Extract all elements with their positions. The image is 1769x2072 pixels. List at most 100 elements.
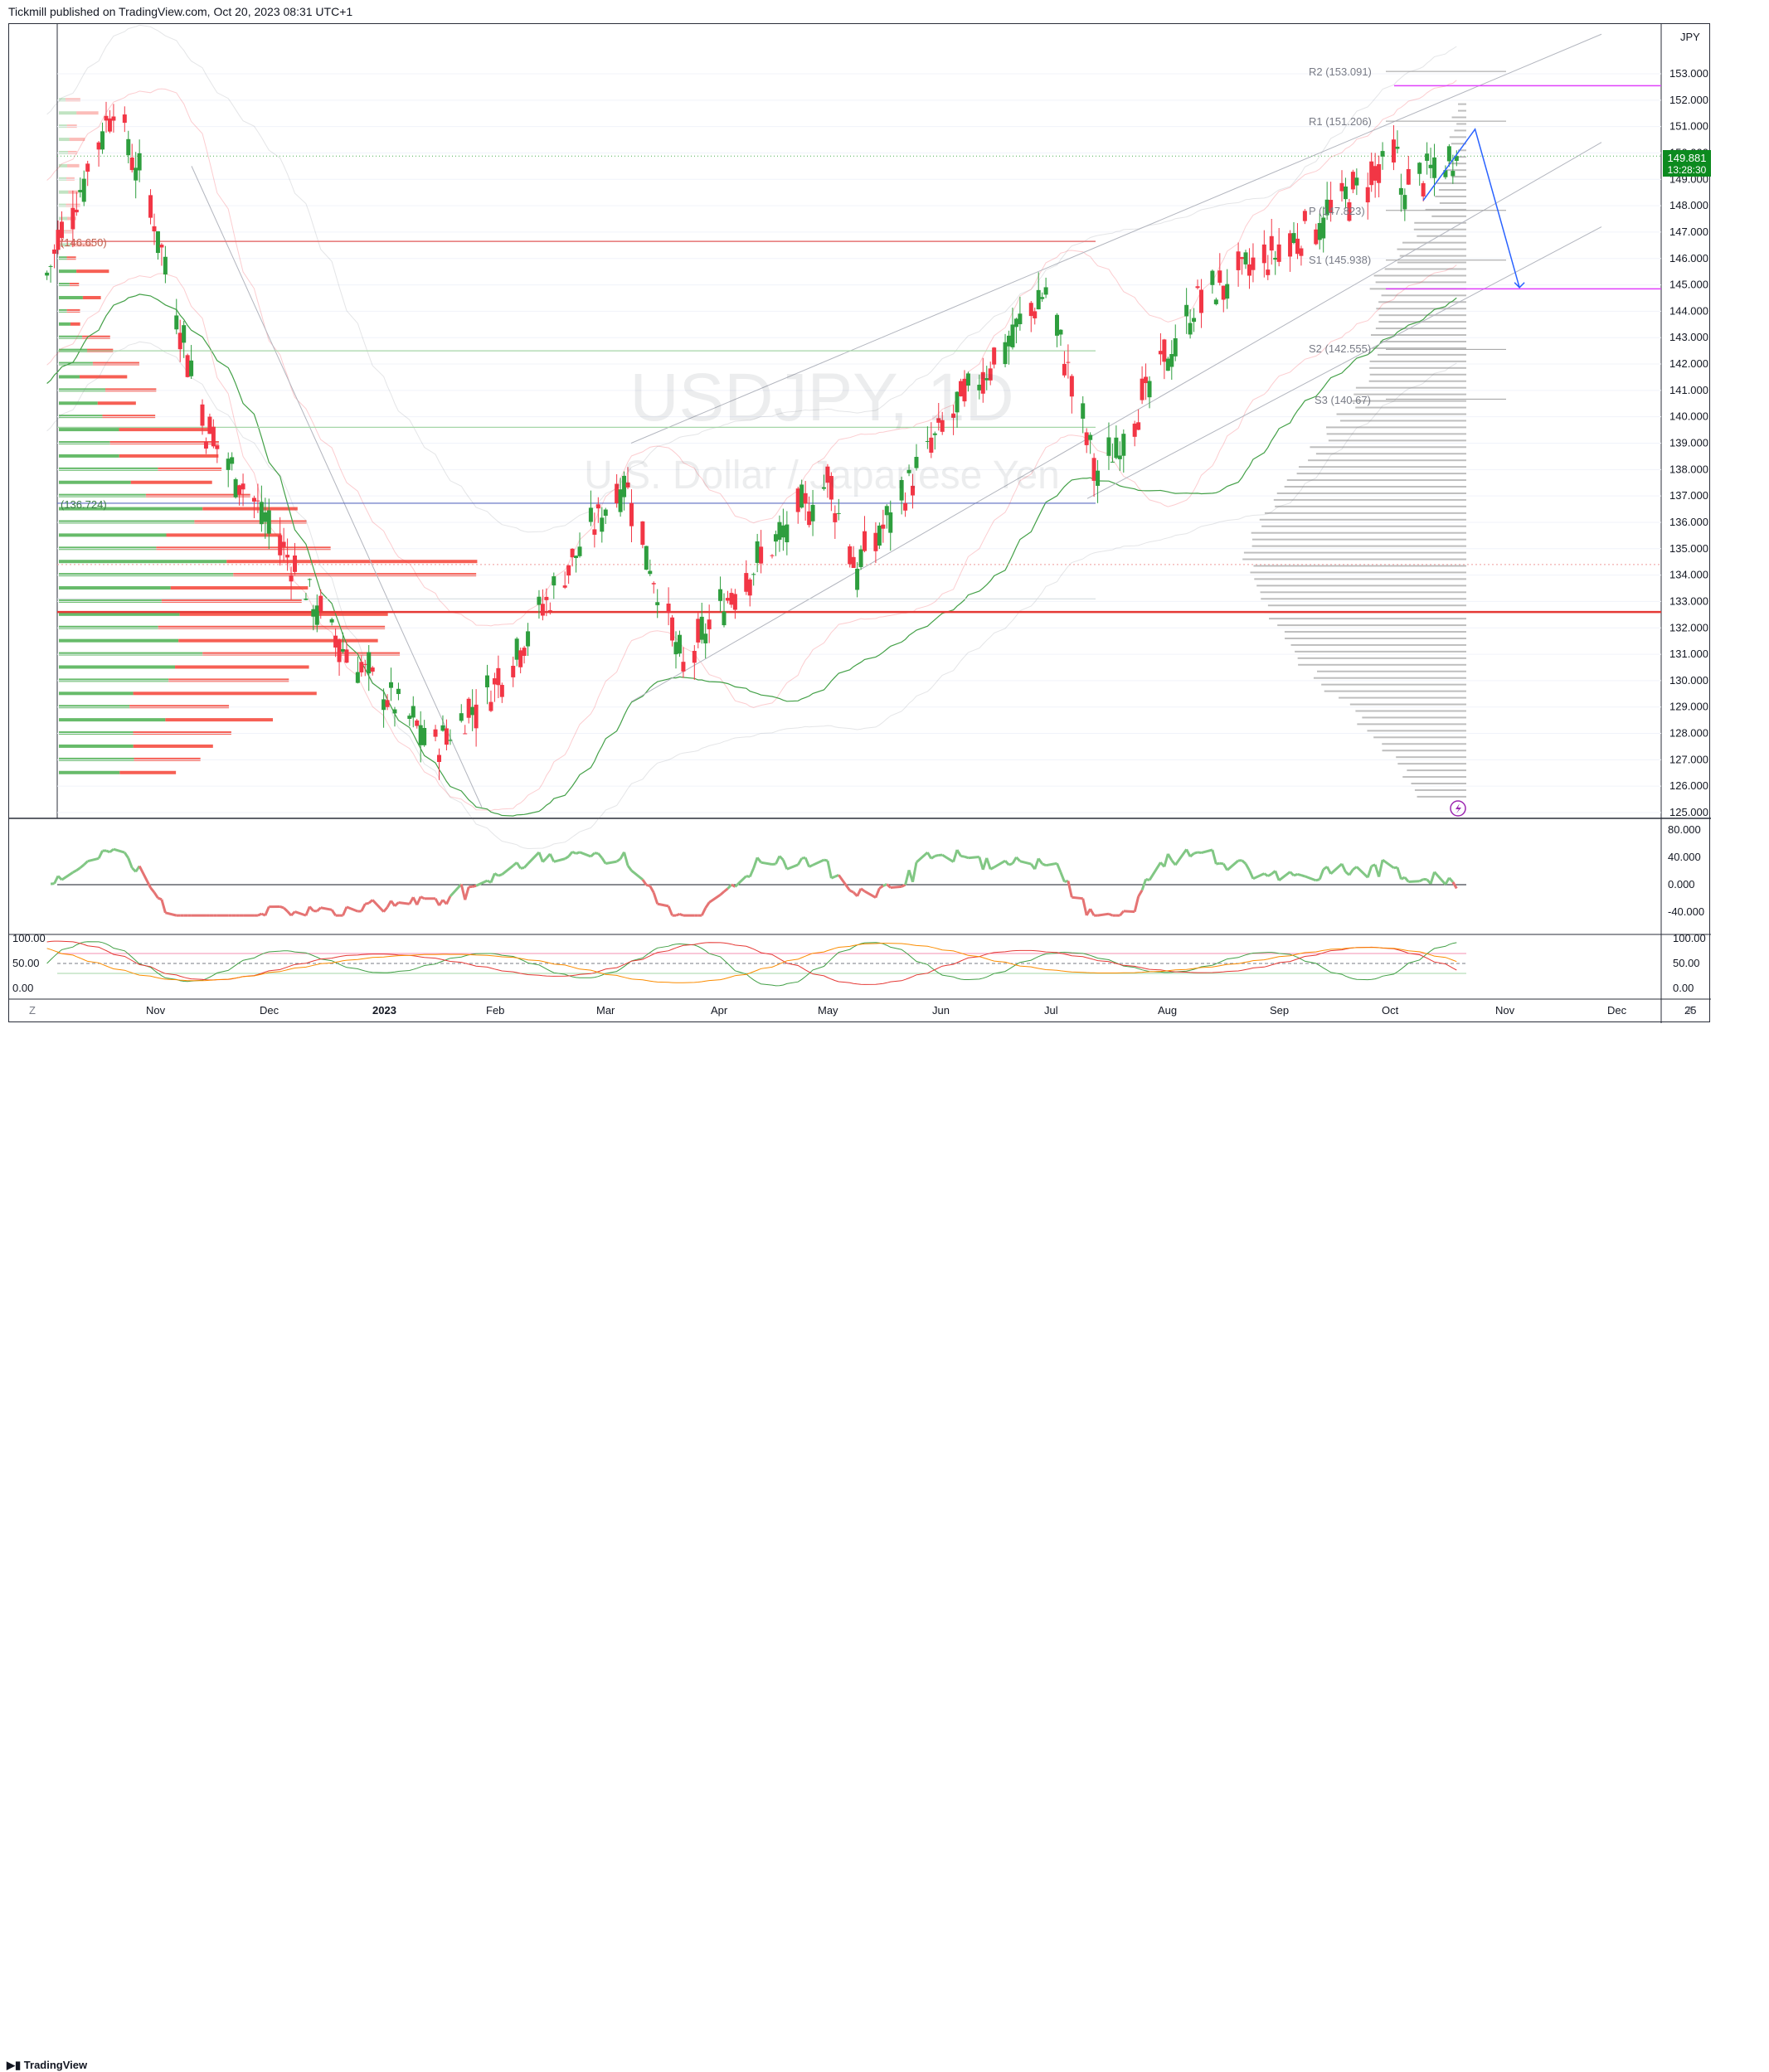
osc1-segment: [1453, 882, 1456, 889]
osc1-segment: [521, 867, 524, 868]
osc1-segment: [1164, 854, 1168, 867]
last-price-value: 149.881: [1668, 152, 1707, 164]
osc1-segment: [1046, 863, 1057, 865]
candle-body: [855, 569, 859, 590]
volume-profile-bar: [1456, 123, 1466, 124]
candle-body: [470, 707, 474, 716]
price-tick-label: 152.000: [1669, 94, 1708, 106]
candle-body: [493, 678, 497, 684]
osc1-segment: [1213, 850, 1216, 864]
candle-body: [488, 702, 493, 711]
candle-body: [123, 114, 127, 123]
volume-profile-bar: [1324, 691, 1466, 692]
osc1-segment: [1342, 864, 1345, 872]
volume-profile-bar-down: [76, 269, 109, 273]
volume-profile-bar-up: [59, 454, 119, 458]
candle-body: [1162, 339, 1166, 362]
candle-body: [1273, 258, 1277, 260]
osc1-segment: [668, 906, 672, 915]
volume-profile-bar: [1260, 519, 1466, 521]
candle-body: [748, 580, 752, 595]
volume-profile-bar: [1285, 631, 1466, 633]
candle-body: [285, 555, 289, 557]
osc1-segment: [1091, 909, 1094, 915]
osc1-segment: [1135, 896, 1138, 911]
candle-body: [1321, 217, 1325, 238]
candle-body: [566, 565, 571, 575]
pivot-r1-label: R1 (151.206): [1309, 115, 1372, 128]
osc1-segment: [151, 888, 154, 893]
osc1-segment: [1072, 897, 1082, 898]
volume-profile-bar: [1396, 756, 1466, 758]
volume-profile-bar-up: [59, 481, 131, 484]
price-tick-label: 151.000: [1669, 120, 1708, 133]
currency-label: JPY: [1680, 31, 1700, 43]
volume-profile-bar: [1450, 136, 1466, 138]
candle-body: [315, 605, 319, 624]
candle-body: [833, 513, 837, 522]
osc1-segment: [517, 862, 520, 868]
volume-profile-bar-up: [59, 217, 67, 221]
candle-body: [437, 755, 441, 761]
osc1-segment: [1420, 879, 1423, 881]
tradingview-logo[interactable]: ▶▮ TradingView: [7, 2059, 87, 2072]
osc1-segment: [1038, 858, 1042, 863]
auto-scale-right-button[interactable]: A: [1686, 1004, 1694, 1017]
osc1-segment: [617, 859, 620, 861]
pivot-p-label: P (147.823): [1309, 205, 1365, 217]
osc1-segment: [420, 897, 424, 899]
candle-body: [1144, 376, 1148, 383]
candle-body: [311, 609, 315, 617]
osc1-segment: [309, 906, 313, 910]
volume-profile-bar: [1298, 658, 1466, 659]
candle-body: [237, 485, 241, 494]
candle-body: [211, 427, 216, 447]
osc1-segment: [124, 852, 128, 858]
price-tick-label: 142.000: [1669, 357, 1708, 370]
auto-scale-left-button[interactable]: Z: [29, 1004, 36, 1017]
candle-body: [341, 649, 345, 652]
osc1-segment: [1408, 881, 1419, 882]
volume-profile-bar: [1274, 499, 1466, 501]
candle-body: [1040, 297, 1044, 298]
osc1-segment: [1353, 866, 1356, 869]
volume-profile-bar-down: [134, 691, 317, 695]
candle-body: [289, 575, 294, 582]
level-146-label: (146.650): [61, 236, 107, 249]
osc1-segment: [1057, 863, 1061, 872]
candle-body: [756, 541, 760, 563]
candle-body: [1166, 359, 1170, 371]
countdown-value: 13:28:30: [1668, 164, 1707, 176]
price-tick-label: 144.000: [1669, 304, 1708, 317]
osc1-tick-label: 0.000: [1668, 878, 1695, 890]
candle-body: [134, 167, 138, 180]
candle-body: [707, 619, 712, 629]
volume-profile-bar: [1397, 249, 1466, 250]
osc1-segment: [1383, 860, 1393, 868]
candle-body: [70, 208, 75, 230]
watermark-symbol: USDJPY, 1D: [629, 360, 1013, 435]
time-tick-label: Jul: [1044, 1004, 1058, 1017]
candle-body: [1277, 245, 1281, 262]
volume-profile-bar: [1298, 664, 1466, 666]
volume-profile-bar: [1252, 546, 1466, 547]
candle-body: [926, 441, 930, 442]
candle-body: [733, 594, 737, 609]
candle-body: [1366, 187, 1370, 202]
candle-body: [929, 438, 933, 453]
volume-profile-bar-down: [67, 164, 80, 167]
time-tick-label: May: [818, 1004, 838, 1017]
candle-body: [511, 666, 515, 677]
volume-profile-bar: [1382, 743, 1466, 745]
volume-profile-bar: [1256, 585, 1466, 586]
volume-profile-bar: [1374, 274, 1466, 276]
volume-profile-bar-up: [59, 586, 171, 590]
osc1-segment: [1331, 864, 1342, 874]
candle-body: [411, 706, 416, 717]
candle-body: [308, 579, 312, 580]
osc1-segment: [1431, 872, 1434, 884]
price-tick-label: 147.000: [1669, 226, 1708, 238]
candle-body: [848, 546, 852, 565]
